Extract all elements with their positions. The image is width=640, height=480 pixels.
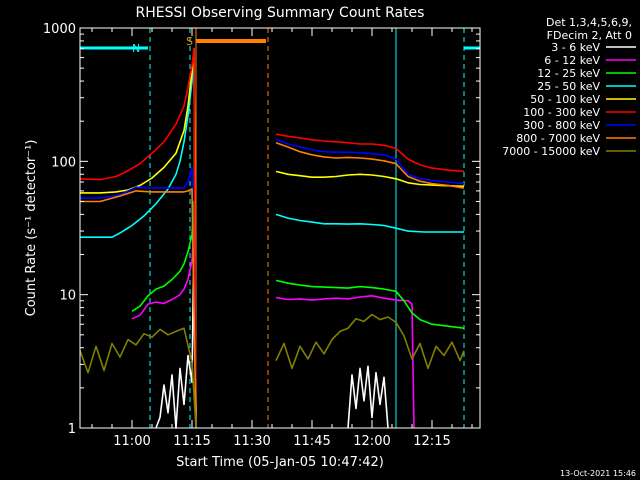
series-line-1-seg-1: [275, 294, 415, 429]
x-tick-label: 11:00: [113, 434, 150, 449]
plot-area: NS: [79, 28, 480, 429]
y-tick-label: 10: [59, 289, 76, 304]
footer-date: 13-Oct-2021 15:46: [560, 469, 636, 478]
axes: 1 10 100 1000 11:00 11:15 11:30 11:45 12:00 12:15: [43, 22, 480, 449]
series-line-8-seg-1: [275, 313, 465, 370]
y-tick-label: 1000: [43, 22, 76, 37]
series-line-8-seg-0: [79, 327, 197, 429]
series-line-5-seg-0: [79, 47, 197, 429]
chart-title: RHESSI Observing Summary Count Rates: [136, 5, 425, 21]
legend-header-line-1: Det 1,3,4,5,6,9,: [546, 16, 632, 29]
x-tick-label: 12:15: [413, 434, 450, 449]
legend-header-line-2: FDecim 2, Att 0: [547, 29, 632, 42]
series-line-0-seg-1: [347, 365, 389, 429]
series-line-3-seg-0: [80, 56, 197, 429]
series-line-7-seg-0: [80, 188, 197, 429]
series-line-3-seg-1: [275, 213, 464, 233]
flag-label-n: N: [132, 42, 140, 55]
series-line-7-seg-1: [275, 141, 465, 189]
x-tick-label: 11:45: [293, 434, 330, 449]
y-axis-label: Count Rate (s⁻¹ detector⁻¹): [24, 140, 39, 317]
series-line-0-seg-0: [155, 230, 197, 429]
y-tick-label: 100: [51, 155, 76, 170]
series-line-4-seg-0: [80, 47, 197, 429]
legend-label-3: 25 - 50 keV: [537, 80, 600, 93]
legend-label-4: 50 - 100 keV: [530, 93, 600, 106]
series-line-4-seg-1: [275, 170, 465, 188]
series-line-6-seg-1: [275, 138, 465, 185]
legend-label-8: 7000 - 15000 keV: [502, 145, 600, 158]
legend-label-5: 100 - 300 keV: [523, 106, 600, 119]
x-axis-label: Start Time (05-Jan-05 10:47:42): [176, 455, 384, 470]
x-tick-label: 11:30: [233, 434, 270, 449]
legend-label-0: 3 - 6 keV: [551, 41, 600, 54]
legend-label-2: 12 - 25 keV: [537, 67, 600, 80]
flag-label-s: S: [186, 35, 193, 48]
x-tick-label: 12:00: [353, 434, 390, 449]
plot-frame: [79, 27, 481, 429]
y-tick-label: 1: [68, 422, 76, 437]
legend-label-1: 6 - 12 keV: [544, 54, 600, 67]
legend-label-6: 300 - 800 keV: [523, 119, 600, 132]
legend-label-7: 800 - 7000 keV: [516, 132, 600, 145]
series-line-5-seg-1: [275, 133, 465, 173]
x-tick-label: 11:15: [173, 434, 210, 449]
series-line-6-seg-0: [80, 166, 197, 429]
series-line-2-seg-1: [275, 279, 465, 329]
